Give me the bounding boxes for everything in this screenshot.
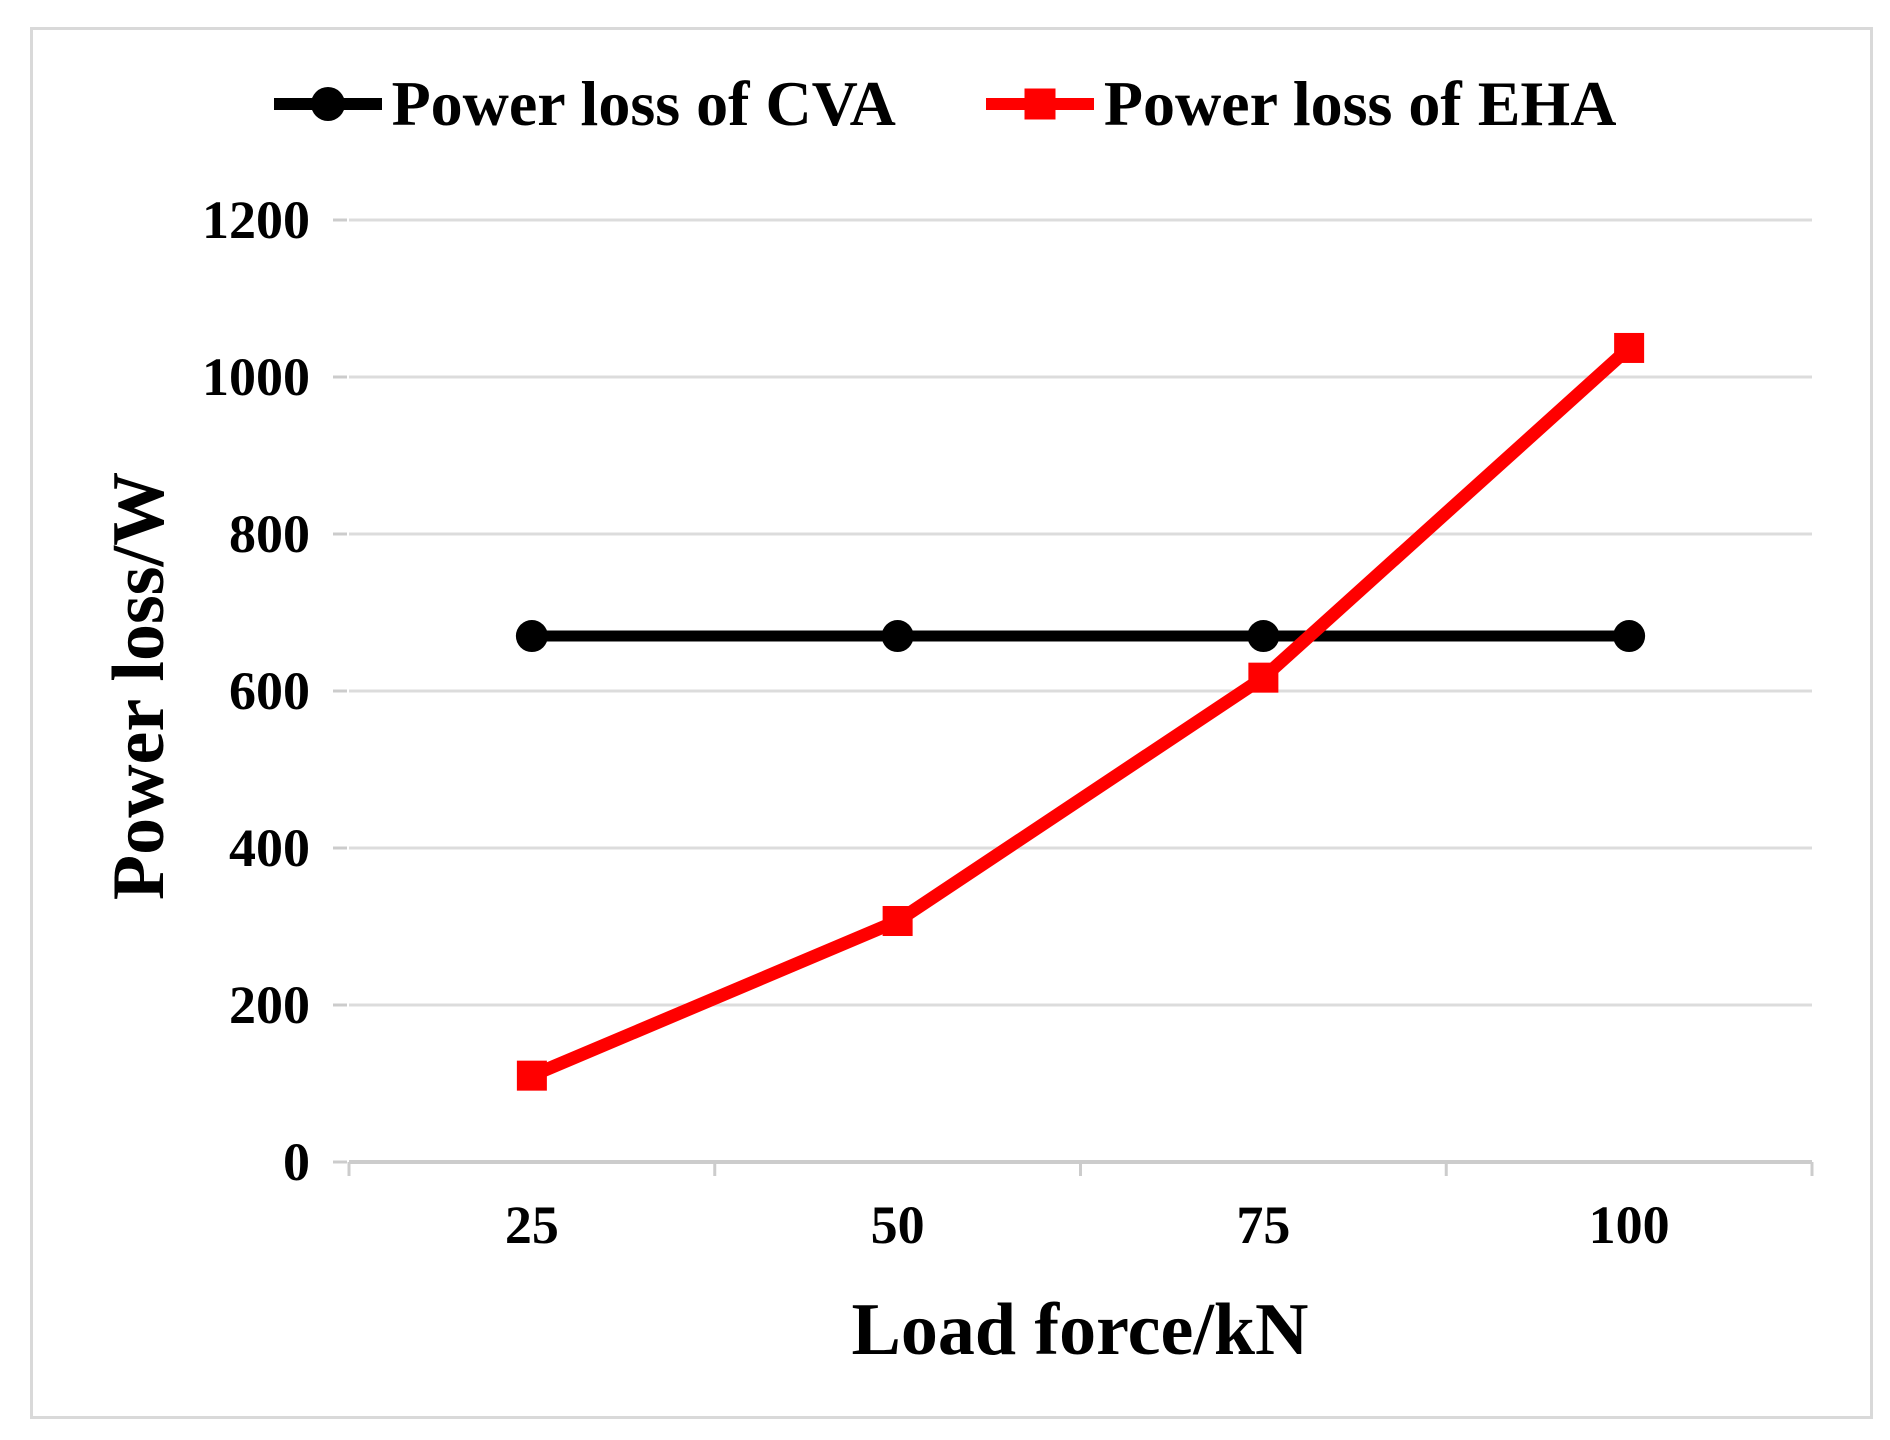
x-tick-label: 50 (870, 1195, 925, 1255)
data-point-marker (1614, 332, 1645, 363)
legend-label-cva: Power loss of CVA (391, 68, 896, 139)
x-tick-label: 75 (1236, 1195, 1291, 1255)
square-marker-icon (1024, 88, 1056, 120)
y-tick-label: 400 (229, 818, 310, 878)
legend-item-eha: Power loss of EHA (985, 68, 1617, 139)
circle-marker-icon (310, 87, 345, 121)
y-tick-label: 200 (229, 975, 310, 1035)
figure-border (30, 27, 1873, 1419)
data-point-marker (1613, 620, 1646, 653)
data-point-marker (515, 620, 548, 653)
x-tick-label: 100 (1588, 1195, 1670, 1255)
series-line-eha (529, 343, 1634, 1082)
data-point-marker (1247, 620, 1280, 653)
data-point-marker (516, 1060, 547, 1091)
y-tick-label: 600 (229, 661, 310, 721)
x-tick-label: 25 (504, 1195, 559, 1255)
y-tick-label: 800 (229, 504, 310, 564)
data-point-marker (881, 620, 914, 653)
legend-item-cva: Power loss of CVA (273, 68, 896, 139)
legend: Power loss of CVA Power loss of EHA (0, 72, 1890, 136)
legend-swatch-eha (985, 85, 1094, 123)
data-point-marker (1248, 662, 1279, 693)
data-point-marker (882, 906, 913, 937)
y-tick-label: 1200 (202, 190, 310, 250)
legend-swatch-cva (273, 85, 382, 123)
x-axis-title: Load force/kN (851, 1289, 1309, 1371)
y-axis-title: Power loss/W (98, 471, 180, 901)
y-tick-label: 1000 (202, 347, 310, 407)
y-tick-label: 0 (283, 1132, 310, 1192)
legend-label-eha: Power loss of EHA (1103, 68, 1617, 139)
